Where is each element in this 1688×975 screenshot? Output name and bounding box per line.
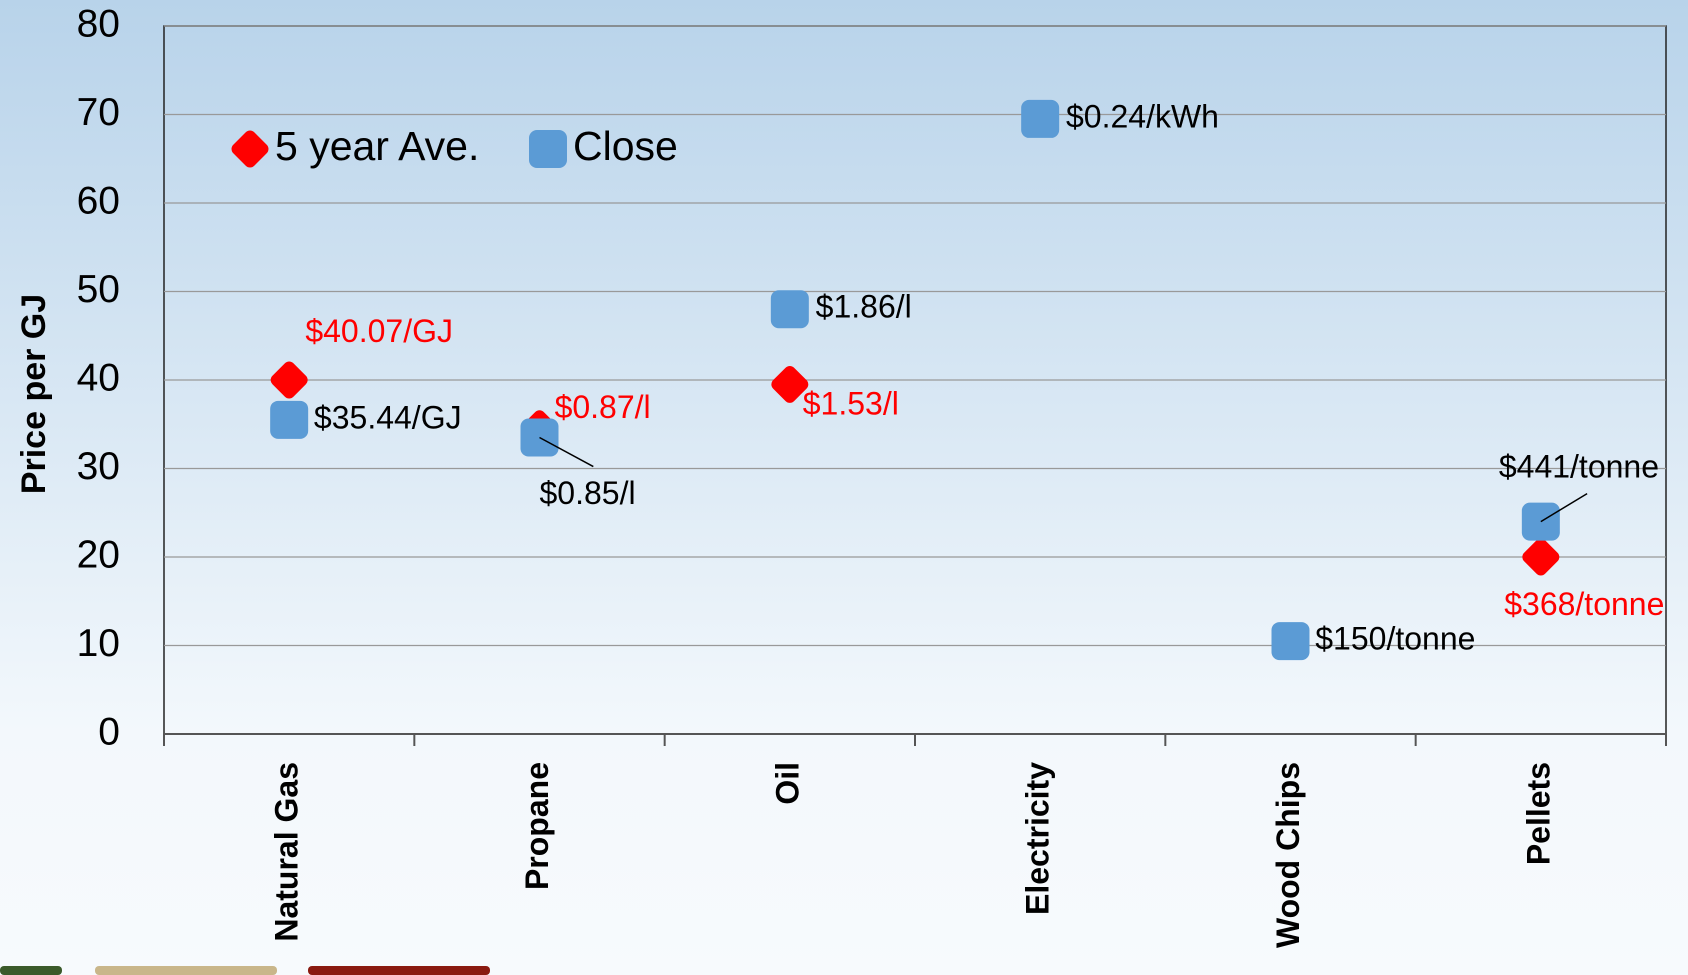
x-tick-label: Electricity [1020, 762, 1056, 915]
photo-strip [95, 966, 277, 975]
value-label: $441/tonne [1499, 448, 1659, 484]
square-marker [1272, 622, 1310, 660]
photo-strip [0, 966, 62, 975]
y-axis-label: Price per GJ [15, 294, 53, 494]
legend-label: Close [573, 123, 678, 169]
legend-label: 5 year Ave. [275, 123, 479, 169]
square-marker [529, 130, 567, 168]
y-tick-label: 60 [77, 179, 120, 222]
page: Price per GJ 0 10 20 30 40 50 60 70 80 Natural Ga… [0, 0, 1688, 975]
value-label: $0.85/l [540, 475, 636, 511]
x-tick-label: Natural Gas [269, 762, 305, 942]
y-tick-label: 70 [77, 91, 120, 134]
square-marker [1021, 100, 1059, 138]
x-tick-label: Wood Chips [1270, 762, 1306, 948]
y-tick-label: 10 [77, 622, 120, 665]
square-marker [771, 290, 809, 328]
value-label: $1.53/l [803, 385, 899, 421]
value-label: $35.44/GJ [314, 399, 462, 435]
value-label: $368/tonne [1504, 586, 1664, 622]
x-tick-label: Oil [769, 762, 805, 805]
photo-strip [308, 966, 490, 975]
y-tick-label: 50 [77, 268, 120, 311]
y-tick-label: 30 [77, 445, 120, 488]
x-tick-label: Pellets [1520, 762, 1556, 865]
chart: Price per GJ 0 10 20 30 40 50 60 70 80 Natural Ga… [0, 0, 1688, 975]
y-tick-label: 80 [77, 2, 120, 45]
y-tick-label: 20 [77, 533, 120, 576]
value-label: $150/tonne [1315, 621, 1475, 657]
value-label: $0.24/kWh [1066, 98, 1219, 134]
square-marker [270, 401, 308, 439]
x-tick-label: Propane [519, 762, 555, 890]
value-label: $40.07/GJ [305, 313, 453, 349]
y-tick-label: 40 [77, 356, 120, 399]
y-tick-label: 0 [98, 710, 120, 753]
value-label: $0.87/l [555, 389, 651, 425]
value-label: $1.86/l [816, 289, 912, 325]
